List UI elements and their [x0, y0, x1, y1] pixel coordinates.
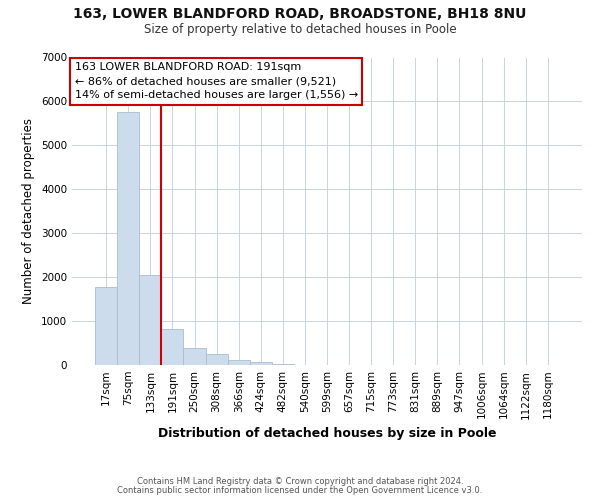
Text: Size of property relative to detached houses in Poole: Size of property relative to detached ho… — [143, 22, 457, 36]
Bar — [250, 362, 272, 365]
Bar — [95, 287, 117, 365]
Bar — [161, 329, 184, 365]
Text: 163, LOWER BLANDFORD ROAD, BROADSTONE, BH18 8NU: 163, LOWER BLANDFORD ROAD, BROADSTONE, B… — [73, 8, 527, 22]
Bar — [206, 354, 227, 365]
Bar — [117, 112, 139, 365]
Text: Contains HM Land Registry data © Crown copyright and database right 2024.: Contains HM Land Registry data © Crown c… — [137, 477, 463, 486]
Bar — [184, 348, 206, 365]
X-axis label: Distribution of detached houses by size in Poole: Distribution of detached houses by size … — [158, 427, 496, 440]
Bar — [272, 364, 294, 365]
Bar — [139, 275, 161, 365]
Text: 163 LOWER BLANDFORD ROAD: 191sqm
← 86% of detached houses are smaller (9,521)
14: 163 LOWER BLANDFORD ROAD: 191sqm ← 86% o… — [74, 62, 358, 100]
Text: Contains public sector information licensed under the Open Government Licence v3: Contains public sector information licen… — [118, 486, 482, 495]
Bar — [227, 360, 250, 365]
Y-axis label: Number of detached properties: Number of detached properties — [22, 118, 35, 304]
